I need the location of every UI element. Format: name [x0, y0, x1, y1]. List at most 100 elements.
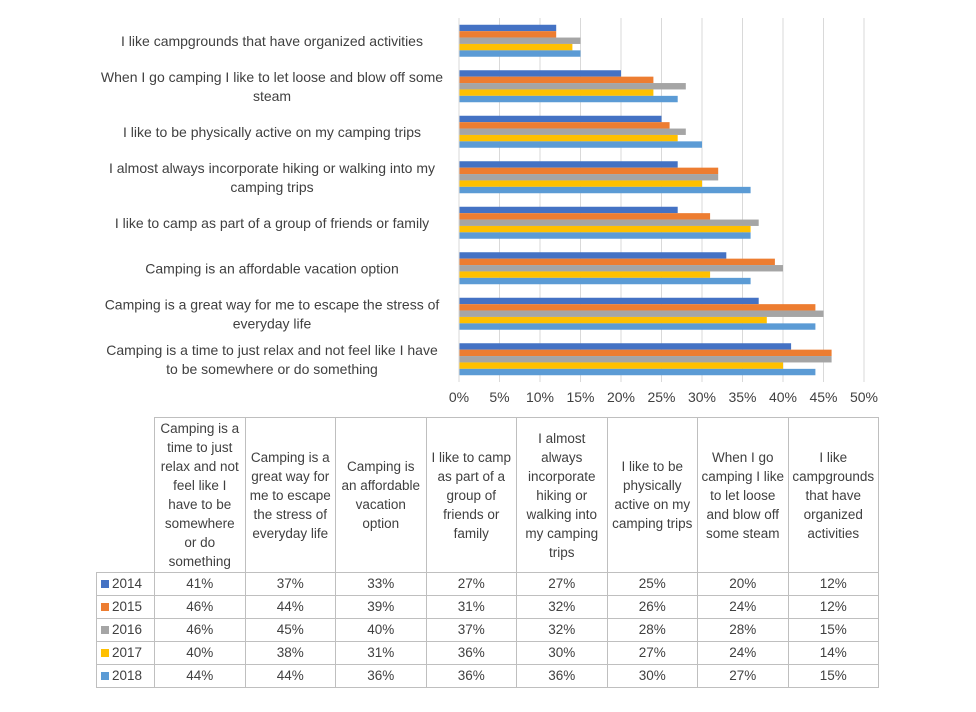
- legend-year: 2017: [112, 645, 143, 660]
- category-label: camping trips: [230, 179, 313, 195]
- bar-2018: [459, 141, 702, 148]
- table-cell-value: 40%: [154, 641, 246, 665]
- category-label: I almost always incorporate hiking or wa…: [109, 160, 435, 176]
- table-column-header: I like campgrounds that have organized activ…: [787, 417, 879, 573]
- table-column-header-line: activities: [807, 525, 860, 541]
- table-column-header-line: I like to camp: [431, 449, 512, 465]
- category-label: Camping is a time to just relax and not …: [106, 342, 438, 358]
- bar-2016: [459, 265, 783, 272]
- table-column-header-line: something: [168, 554, 231, 569]
- legend-key: [101, 672, 109, 681]
- table-cell-value: 28%: [606, 618, 698, 642]
- x-tick-label: 40%: [769, 389, 797, 405]
- table-cell-value: 36%: [425, 641, 517, 665]
- x-tick-label: 5%: [489, 389, 509, 405]
- table-cell-value: 25%: [606, 572, 698, 596]
- bar-2014: [459, 206, 678, 214]
- table-column-header-line: Camping is a: [250, 449, 330, 465]
- table-column-header-line: the stress of: [253, 506, 328, 522]
- table-cell-value: 30%: [516, 641, 608, 665]
- table-column-header-line: that have: [805, 487, 862, 503]
- table-column-header-line: have to be: [168, 497, 232, 512]
- bar-2017: [459, 271, 711, 278]
- table-column-header-line: campgrounds: [792, 468, 875, 484]
- bar-2014: [459, 161, 678, 168]
- bar-2015: [459, 76, 654, 84]
- table-column-header-line: to let loose: [710, 487, 776, 503]
- table-cell-value: 44%: [244, 595, 336, 619]
- table-cell-value: 45%: [244, 618, 336, 642]
- bar-2017: [459, 43, 573, 51]
- table-column-header-line: me to escape: [249, 487, 331, 503]
- legend-key: [101, 626, 109, 635]
- table-column-header-line: some steam: [705, 525, 780, 541]
- bar-2015: [459, 167, 719, 175]
- table-row: 2016 46% 45% 40% 37% 32% 28% 28% 15%: [96, 618, 879, 642]
- bar-2015: [459, 213, 711, 220]
- table-row: 2017 40% 38% 31% 36% 30% 27% 24% 14%: [96, 641, 879, 665]
- table-cell-value: 32%: [516, 595, 608, 619]
- table-cell-value: 27%: [425, 572, 517, 596]
- table-header-row: Camping is a time to just relax and not fee…: [96, 417, 879, 573]
- table-column-header: Camping is a time to just relax and not fee…: [154, 417, 246, 573]
- x-axis-tick-labels: 0% 5% 10% 15% 20% 25% 30% 35% 40% 45% 50%: [449, 389, 878, 405]
- table-column-header-line: my camping: [525, 525, 599, 541]
- table-row: 2014 41% 37% 33% 27% 27% 25% 20% 12%: [96, 572, 879, 596]
- legend-year: 2014: [112, 576, 143, 591]
- bar-2017: [459, 316, 767, 324]
- table-cell-value: 24%: [697, 595, 789, 619]
- table-column-header: I almost always incorporate hiking or walkin…: [516, 417, 608, 573]
- x-tick-label: 20%: [607, 389, 635, 405]
- bar-2014: [459, 70, 621, 77]
- bar-2015: [459, 349, 832, 357]
- table-column-header-line: incorporate: [527, 468, 596, 484]
- table-column-header-line: feel like I: [173, 478, 227, 493]
- table-column-header-line: I like to be: [621, 459, 684, 474]
- category-label: I like campgrounds that have organized a…: [121, 33, 423, 49]
- legend-year-cell: 2018: [96, 664, 155, 688]
- table-cell-value: 44%: [244, 664, 336, 688]
- table-cell-value: 37%: [425, 618, 517, 642]
- x-tick-label: 0%: [449, 389, 469, 405]
- legend-year-cell: 2014: [96, 572, 155, 596]
- table-column-header: I like to be physically active on my campin…: [606, 417, 698, 573]
- table-cell-value: 31%: [425, 595, 517, 619]
- table-cell-value: 46%: [154, 618, 246, 642]
- category-label: Camping is an affordable vacation option: [145, 260, 398, 276]
- bar-2017: [459, 180, 702, 187]
- category-label: I like to camp as part of a group of fri…: [115, 215, 429, 231]
- table-column-header: When I go camping I like to let loose and b…: [697, 417, 789, 573]
- bar-2015: [459, 122, 670, 129]
- table-cell-value: 27%: [516, 572, 608, 596]
- bar-2015: [459, 304, 816, 311]
- table-column-header-line: everyday life: [252, 525, 329, 541]
- table-cell-value: 36%: [335, 664, 427, 688]
- table-cell-value: 12%: [787, 595, 879, 619]
- bar-2016: [459, 174, 719, 181]
- table-cell-value: 39%: [335, 595, 427, 619]
- table-cell-value: 40%: [335, 618, 427, 642]
- bar-2016: [459, 128, 686, 135]
- table-column-header-line: option: [362, 516, 400, 531]
- bar-2018: [459, 50, 581, 57]
- bar-2014: [459, 115, 662, 123]
- table-column-header-line: active on my: [614, 497, 691, 512]
- legend-key: [101, 580, 109, 589]
- table-cell-value: 36%: [516, 664, 608, 688]
- bar-2014: [459, 252, 727, 259]
- table-corner: [96, 417, 155, 573]
- table-column-header-line: great way for: [251, 468, 330, 484]
- bar-2014: [459, 297, 759, 305]
- table-cell-value: 32%: [516, 618, 608, 642]
- table-column-header-line: time to just: [167, 440, 233, 455]
- table-column-header: Camping is a great way for me to escape the…: [244, 417, 336, 573]
- table-column-header-line: as part of a: [437, 468, 506, 484]
- table-column-header: Camping is an affordable vacation option: [335, 417, 427, 573]
- category-label: everyday life: [233, 315, 312, 331]
- table-column-header-line: family: [453, 525, 489, 541]
- bar-2018: [459, 232, 751, 239]
- table-cell-value: 33%: [335, 572, 427, 596]
- bar-2016: [459, 219, 759, 226]
- table-column-header-line: an affordable: [341, 478, 421, 493]
- category-label: When I go camping I like to let loose an…: [101, 69, 443, 85]
